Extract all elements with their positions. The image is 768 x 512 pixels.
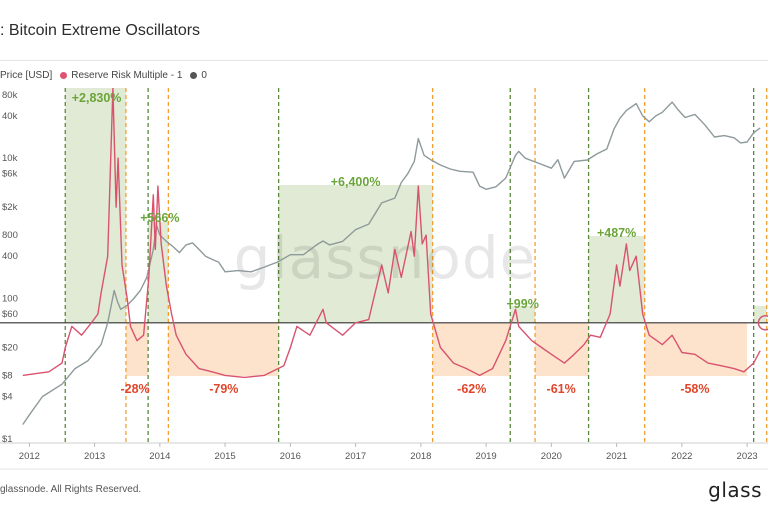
y-tick-label: 800 — [2, 230, 18, 241]
x-tick-label: 2014 — [149, 451, 170, 462]
zone-label-1: -28% — [120, 382, 149, 396]
legend-dot-zero — [190, 71, 198, 79]
legend-item-zero[interactable]: 0 — [190, 70, 207, 81]
zone-orange-3 — [168, 322, 279, 376]
legend-label-reserve-risk: Reserve Risk Multiple - 1 — [71, 69, 183, 81]
brand-logo: glass — [708, 478, 762, 502]
series-group — [22, 88, 761, 425]
y-tick-label: 100 — [2, 293, 18, 304]
chart-title: : Bitcoin Extreme Oscillators — [0, 22, 201, 39]
zone-label-7: -61% — [547, 382, 576, 396]
x-tick-label: 2018 — [410, 451, 431, 462]
y-tick-label: 40k — [2, 111, 18, 122]
zone-orange-1 — [125, 322, 149, 376]
y-tick-label: $8 — [2, 370, 13, 381]
zone-orange-7 — [535, 322, 589, 376]
y-tick-label: 10k — [2, 153, 18, 164]
y-tick-label: 400 — [2, 251, 18, 262]
zone-label-2: +566% — [140, 211, 179, 225]
x-tick-label: 2012 — [19, 451, 40, 462]
zone-label-5: -62% — [457, 382, 486, 396]
x-tick-label: 2017 — [345, 451, 366, 462]
current-marker — [757, 315, 768, 331]
x-tick-label: 2021 — [606, 451, 627, 462]
zone-green-6 — [510, 306, 536, 323]
zone-green-8 — [588, 236, 645, 323]
x-tick-label: 2020 — [541, 451, 562, 462]
x-tick-label: 2015 — [215, 451, 236, 462]
y-tick-label: $4 — [2, 392, 13, 403]
zone-label-4: +6,400% — [331, 175, 381, 189]
legend-label-zero: 0 — [201, 69, 207, 81]
x-tick-label: 2019 — [476, 451, 497, 462]
price-series-line — [22, 101, 761, 425]
zone-label-9: -58% — [680, 382, 709, 396]
reserve-risk-series-line — [22, 88, 761, 379]
chart-legend: Price [USD] Reserve Risk Multiple - 1 0 — [0, 68, 215, 82]
x-tick-label: 2022 — [671, 451, 692, 462]
zone-label-8: +487% — [597, 226, 636, 240]
copyright-text: glassnode. All Rights Reserved. — [0, 484, 142, 495]
y-tick-label: $2k — [2, 202, 18, 213]
header-divider — [0, 60, 768, 61]
x-tick-label: 2016 — [280, 451, 301, 462]
y-tick-label: $6k — [2, 169, 18, 180]
legend-item-price[interactable]: Price [USD] — [0, 70, 52, 81]
x-tick-label: 2013 — [84, 451, 105, 462]
zone-label-3: -79% — [209, 382, 238, 396]
y-tick-label: 80k — [2, 90, 18, 101]
y-tick-label: $1 — [2, 434, 13, 445]
zone-label-6: +99% — [506, 297, 538, 311]
x-tick-label: 2023 — [737, 451, 758, 462]
zone-label-0: +2,830% — [72, 91, 122, 105]
y-tick-label: $60 — [2, 309, 18, 320]
legend-label-price: Price [USD] — [0, 69, 53, 81]
zone-green-10 — [753, 306, 767, 323]
zone-orange-5 — [432, 322, 511, 376]
legend-dot-reserve-risk — [60, 71, 68, 79]
legend-item-reserve-risk[interactable]: Reserve Risk Multiple - 1 — [60, 70, 182, 81]
y-tick-label: $20 — [2, 343, 18, 354]
